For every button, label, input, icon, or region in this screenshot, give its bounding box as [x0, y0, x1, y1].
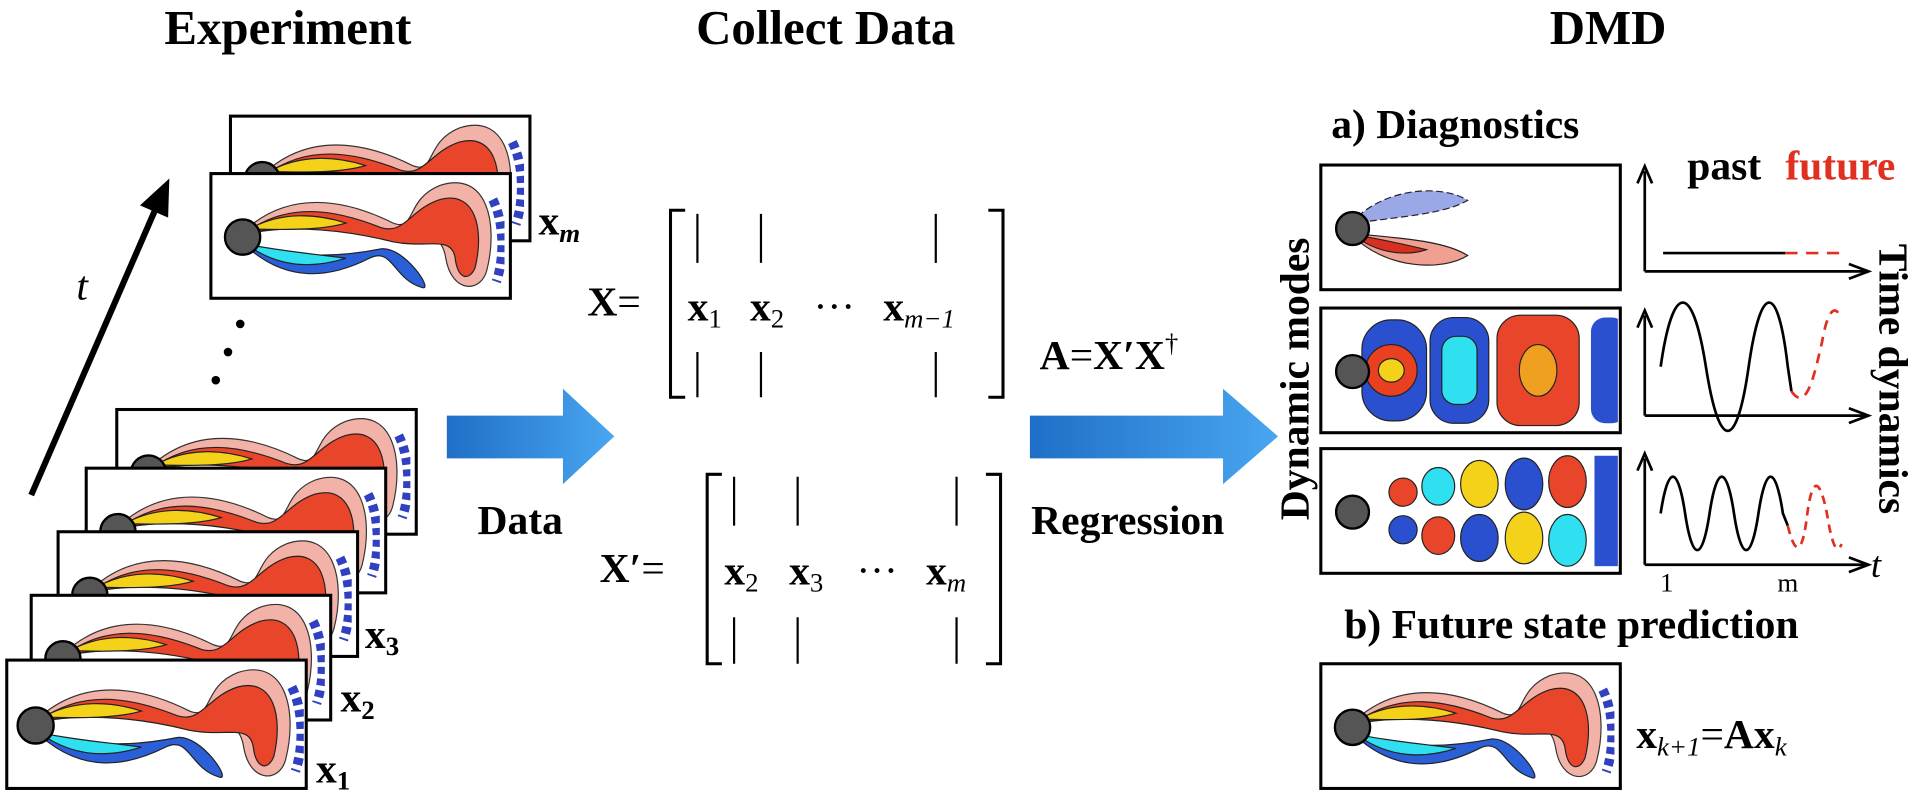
prediction-equation-part: k+1 — [1657, 731, 1701, 761]
snapshot-label: x2 — [340, 674, 374, 724]
snapshot-label-part: m — [559, 218, 580, 248]
matrix-name-part: X′ — [600, 545, 642, 591]
matrix-column-part: m−1 — [904, 304, 955, 334]
matrix-column-part: m — [947, 568, 966, 598]
matrix-column-part: x — [750, 283, 771, 329]
matrix-column-part: 2 — [745, 568, 758, 598]
matrix-x-prime — [705, 472, 1003, 666]
snapshot-label-part: x — [365, 611, 386, 657]
snapshot-label: x3 — [365, 611, 399, 661]
mode-panels-part — [1325, 167, 1616, 288]
ellipsis: ··· — [856, 547, 898, 593]
time-label: t — [76, 262, 89, 308]
prediction-equation-part: x — [1636, 711, 1657, 757]
regression-equation-part: = — [1070, 332, 1093, 378]
modes-label: Dynamic modes — [1272, 238, 1318, 521]
matrix-column-part: x — [789, 547, 810, 593]
regression-equation-part: A — [1040, 332, 1070, 378]
matrix-column-part: 1 — [708, 304, 721, 334]
prediction-equation-part: = — [1701, 711, 1724, 757]
matrix-name-part: = — [641, 545, 664, 591]
matrix-column: xm−1 — [883, 283, 955, 333]
ellipsis: ··· — [814, 283, 856, 329]
regression-label: Regression — [1031, 497, 1224, 543]
collect-title: Collect Data — [696, 0, 955, 55]
mode-panels — [1319, 163, 1622, 575]
snapshot-stack-part — [139, 178, 170, 218]
snapshot-label: xm — [538, 198, 580, 248]
matrix-x — [668, 208, 1005, 399]
time-dynamics-part — [1643, 171, 1865, 567]
tick-end: m — [1777, 568, 1798, 598]
matrix-name: X= — [587, 278, 640, 324]
snapshot-stack-part — [28, 204, 160, 497]
snapshot-stack — [5, 114, 532, 790]
experiment-title: Experiment — [164, 0, 412, 55]
snapshot-label-part: 2 — [361, 695, 374, 725]
prediction-title: b) Future state prediction — [1344, 601, 1798, 648]
snapshot-label-part: 1 — [337, 766, 350, 796]
prediction-equation-part: k — [1775, 731, 1788, 761]
matrix-x-part — [988, 208, 1005, 399]
time-dynamics-part — [1659, 301, 1793, 433]
matrix-column: x1 — [688, 283, 722, 333]
time-dynamics-part — [1786, 484, 1843, 550]
time-dynamics-part — [1790, 309, 1842, 400]
mode-panels-part — [1325, 451, 1618, 571]
matrix-column-part: x — [926, 547, 947, 593]
mode-panels-part — [1325, 310, 1618, 431]
regression-equation-part: X′X — [1093, 332, 1165, 378]
snapshot-stack-part — [235, 319, 245, 329]
prediction-snapshot — [1327, 666, 1615, 786]
matrix-column-part: x — [724, 547, 745, 593]
data-arrow — [446, 388, 615, 485]
data-label: Data — [477, 497, 563, 543]
matrix-name-part: X — [587, 278, 617, 324]
future-label: future — [1785, 143, 1895, 189]
matrix-x-prime-part — [705, 472, 722, 666]
dynamics-label: Time dynamics — [1870, 244, 1916, 514]
tick-start: 1 — [1660, 568, 1673, 598]
matrix-x-prime-part — [732, 476, 958, 664]
snapshot-label-part: x — [538, 198, 559, 244]
matrix-column-part: x — [688, 283, 709, 329]
regression-arrow — [1029, 388, 1279, 485]
matrix-x-part — [668, 208, 686, 399]
matrix-x-prime-part — [985, 472, 1003, 666]
regression-equation-part: † — [1165, 328, 1178, 358]
snapshot-stack-part — [217, 176, 505, 296]
matrix-column: xm — [926, 547, 966, 597]
snapshot-stack-part — [223, 347, 233, 357]
matrix-column-part: 3 — [810, 568, 823, 598]
regression-equation: A=X′X† — [1040, 328, 1179, 378]
matrix-name-part: = — [617, 278, 640, 324]
past-label: past — [1687, 143, 1761, 189]
dmd-title: DMD — [1550, 0, 1667, 55]
time-dynamics-part — [1636, 162, 1873, 574]
snapshot-label-part: 3 — [386, 631, 399, 661]
matrix-column: x2 — [750, 283, 784, 333]
diagnostics-title: a) Diagnostics — [1331, 101, 1579, 148]
matrix-column-part: 2 — [771, 304, 784, 334]
snapshot-label-part: x — [316, 745, 337, 791]
matrix-column: x2 — [724, 547, 758, 597]
snapshot-label: x1 — [316, 745, 350, 795]
snapshot-stack-part — [9, 663, 304, 786]
matrix-x-part — [696, 213, 937, 398]
matrix-name: X′= — [600, 545, 665, 591]
time-dynamics-part — [1659, 475, 1790, 552]
time-axis-label: t — [1871, 544, 1882, 585]
prediction-equation: xk+1=Axk — [1636, 711, 1788, 761]
prediction-equation-part: Ax — [1724, 711, 1775, 757]
matrix-column: x3 — [789, 547, 823, 597]
snapshot-label-part: x — [340, 674, 361, 720]
matrix-column-part: x — [883, 283, 904, 329]
time-dynamics — [1636, 162, 1873, 574]
snapshot-stack-part — [211, 375, 221, 385]
